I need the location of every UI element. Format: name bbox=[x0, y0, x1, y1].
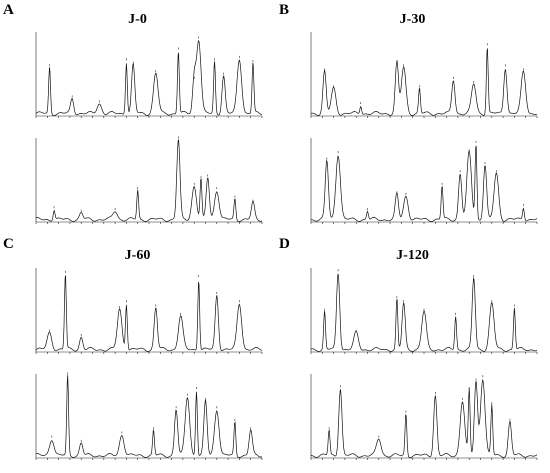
panel-letter: B bbox=[279, 2, 290, 18]
chromatogram-trace bbox=[310, 48, 538, 116]
chromatogram-trace bbox=[311, 378, 538, 458]
chromatogram-trace bbox=[35, 275, 263, 352]
panel-title: J-120 bbox=[396, 248, 429, 263]
chromatogram-trace bbox=[311, 145, 538, 222]
panel-a: A J-0 bbox=[0, 0, 275, 236]
chromatogram-lower bbox=[310, 138, 538, 224]
chromatogram-trace bbox=[35, 139, 263, 222]
chromatogram-upper bbox=[310, 268, 538, 354]
chromatogram-upper bbox=[35, 32, 263, 118]
panel-title: J-0 bbox=[128, 12, 147, 27]
panel-title: J-60 bbox=[124, 248, 151, 263]
chromatogram-lower bbox=[35, 372, 263, 460]
panel-title: J-30 bbox=[399, 12, 426, 27]
chromatogram-trace bbox=[35, 375, 263, 458]
panel-c: C J-60 bbox=[0, 236, 275, 472]
chromatogram-upper bbox=[310, 32, 538, 118]
panel-letter: A bbox=[3, 2, 14, 18]
chromatogram-trace bbox=[310, 273, 538, 352]
chromatogram-lower bbox=[35, 136, 263, 224]
panel-d: D J-120 bbox=[275, 236, 550, 472]
chromatogram-upper bbox=[35, 268, 263, 354]
chromatogram-lower bbox=[310, 374, 538, 460]
panel-letter: D bbox=[279, 236, 290, 252]
panel-letter: C bbox=[3, 236, 14, 252]
chromatogram-trace bbox=[35, 39, 263, 116]
panel-b: B J-30 bbox=[275, 0, 550, 236]
